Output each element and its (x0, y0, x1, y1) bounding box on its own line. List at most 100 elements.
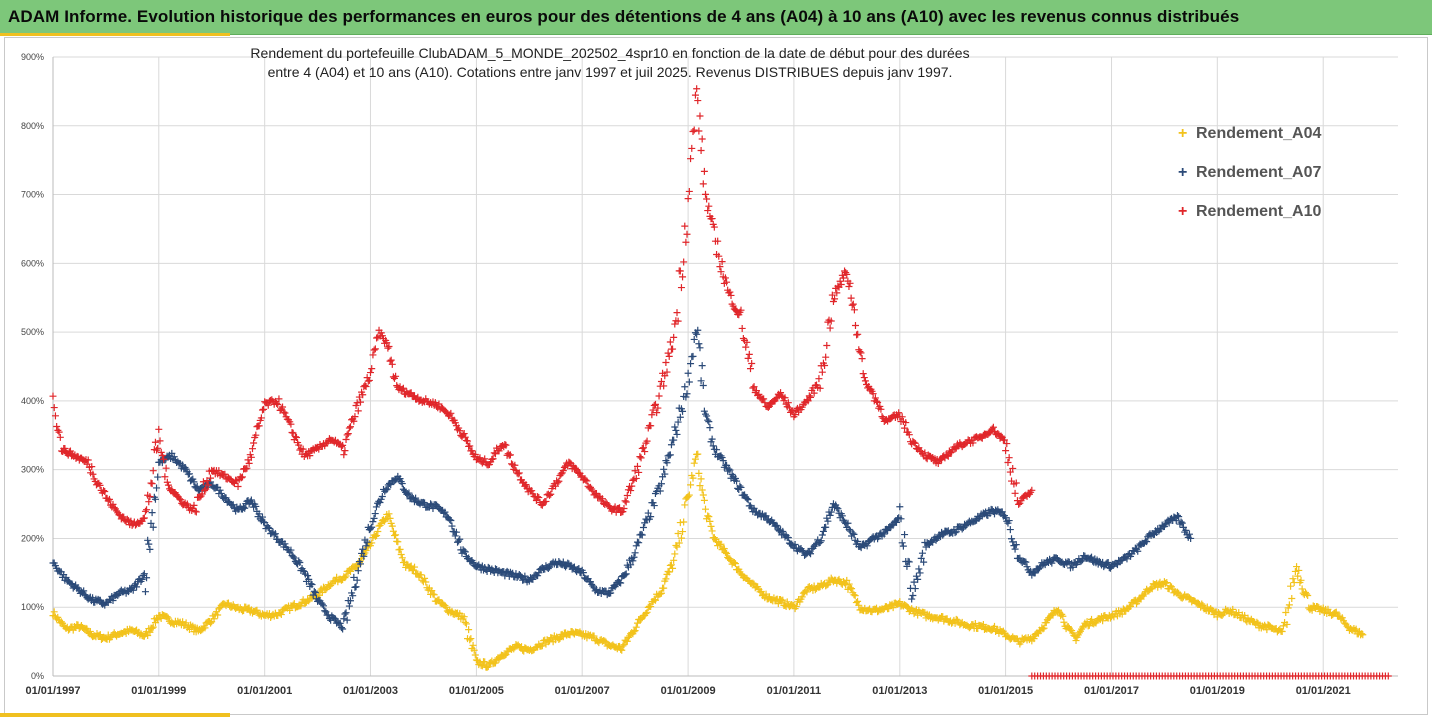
data-point (685, 378, 693, 386)
legend-item: + Rendement_A10 (1178, 202, 1321, 241)
data-point (446, 516, 454, 524)
data-point (431, 399, 439, 407)
y-tick-label: 100% (21, 602, 44, 612)
data-point (871, 394, 879, 402)
data-point (877, 405, 885, 413)
data-point (639, 523, 647, 531)
data-point (1039, 625, 1047, 633)
data-point (138, 575, 146, 583)
data-point (154, 616, 162, 624)
data-point (1229, 605, 1237, 613)
data-point (559, 633, 567, 641)
data-point (746, 365, 754, 373)
data-point (704, 512, 712, 520)
data-point (460, 547, 468, 555)
data-point (669, 345, 677, 353)
data-point (698, 486, 706, 494)
data-point (631, 549, 639, 557)
x-tick-label: 01/01/2021 (1296, 685, 1351, 697)
data-point (917, 554, 925, 562)
data-point (764, 403, 772, 411)
data-point (817, 537, 825, 545)
data-point (1069, 563, 1077, 571)
data-point (824, 517, 832, 525)
data-point (715, 252, 723, 260)
data-point (738, 324, 746, 332)
series-flat-3 (1028, 672, 1392, 680)
data-point (203, 477, 211, 485)
data-point (123, 515, 131, 523)
x-tick-label: 01/01/2011 (767, 685, 821, 697)
data-point (792, 602, 800, 610)
data-point (364, 377, 372, 385)
data-point (114, 591, 122, 599)
data-point (989, 423, 997, 431)
data-point (699, 180, 707, 188)
data-point (623, 491, 631, 499)
data-point (1012, 541, 1020, 549)
data-point (705, 202, 713, 210)
data-point (695, 340, 703, 348)
data-point (398, 385, 406, 393)
data-point (636, 453, 644, 461)
legend-label: Rendement_A07 (1196, 164, 1322, 181)
data-point (1009, 464, 1017, 472)
data-point (345, 602, 353, 610)
data-point (880, 530, 888, 538)
y-tick-label: 500% (21, 327, 44, 337)
data-point (1088, 615, 1096, 623)
data-point (667, 441, 675, 449)
data-point (1154, 583, 1162, 591)
data-point (311, 589, 319, 597)
data-point (460, 613, 468, 621)
data-point (198, 490, 206, 498)
data-point (703, 195, 711, 203)
data-point (939, 531, 947, 539)
data-point (271, 530, 279, 538)
data-point (1148, 585, 1156, 593)
data-point (1147, 584, 1155, 592)
data-point (697, 377, 705, 385)
data-point (270, 531, 278, 539)
data-point (745, 350, 753, 358)
header-bar: ADAM Informe. Evolution historique des p… (0, 0, 1432, 35)
data-point (370, 514, 378, 522)
data-point (80, 587, 88, 595)
data-point (1127, 602, 1135, 610)
data-point (633, 462, 641, 470)
data-point (908, 605, 916, 613)
data-point (340, 615, 348, 623)
data-point (101, 488, 109, 496)
data-point (784, 399, 792, 407)
data-point (675, 539, 683, 547)
data-point (874, 398, 882, 406)
data-point (368, 365, 376, 373)
data-point (855, 601, 863, 609)
data-point (481, 658, 489, 666)
data-point (698, 135, 706, 143)
data-point (164, 481, 172, 489)
data-point (221, 470, 229, 478)
data-point (339, 441, 347, 449)
data-point (689, 474, 697, 482)
data-point (151, 438, 159, 446)
data-point (234, 482, 242, 490)
data-point (528, 487, 536, 495)
data-point (641, 448, 649, 456)
data-point (997, 432, 1005, 440)
data-point (140, 570, 148, 578)
data-point (679, 273, 687, 281)
data-point (807, 550, 815, 558)
data-point (807, 393, 815, 401)
data-point (1075, 629, 1083, 637)
data-point (1009, 538, 1017, 546)
data-point (845, 282, 853, 290)
data-point (491, 565, 499, 573)
data-point (915, 565, 923, 573)
data-point (737, 570, 745, 578)
data-point (672, 426, 680, 434)
data-point (143, 506, 151, 514)
data-point (723, 278, 731, 286)
data-point (694, 97, 702, 105)
data-point (918, 549, 926, 557)
